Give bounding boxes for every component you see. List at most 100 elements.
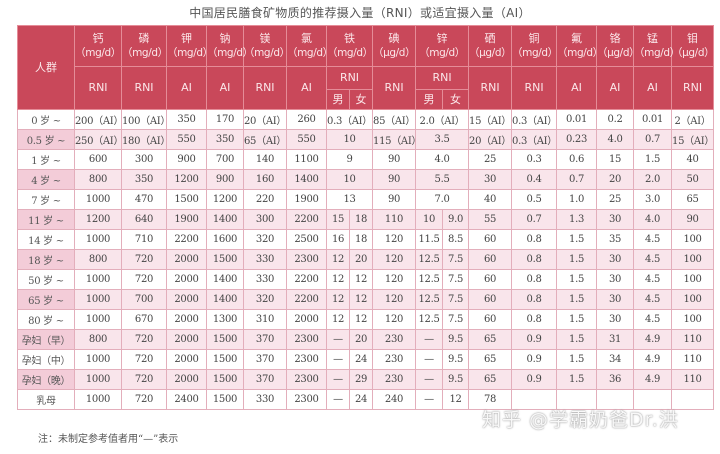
value-cell: 60 <box>468 269 513 290</box>
value-cell: 1.5 <box>556 269 598 290</box>
value-cell: 2500 <box>286 229 327 250</box>
value-cell: 1.5 <box>556 369 598 390</box>
value-cell: 90 <box>671 209 715 230</box>
value-cell: 1500 <box>206 389 244 410</box>
value-cell: 13 <box>325 189 374 210</box>
value-cell: 720 <box>121 269 167 290</box>
population-group: 18 岁 ~ <box>17 249 75 270</box>
value-cell: 100 <box>671 249 715 270</box>
value-cell: 670 <box>121 309 167 330</box>
value-cell: 200（AI） <box>74 109 123 130</box>
table-row: 4 岁 ~800 350 1200 900 160 1400 10 90 5.5 30 0.4 0.7… <box>17 169 715 190</box>
value-cell: 1.5 <box>633 149 673 170</box>
value-cell: — <box>415 369 444 390</box>
value-cell: 1200 <box>206 189 244 210</box>
value-cell: 9.5 <box>442 349 470 370</box>
value-cell: 800 <box>74 169 122 190</box>
nutrient-name: 锰 <box>647 32 659 45</box>
population-group: 65 岁 ~ <box>17 289 75 310</box>
value-cell: 700 <box>206 149 244 170</box>
table-row: 11 岁 ~1200 640 1900 1400 300 2200 15 18 110 10 9.0… <box>17 209 715 230</box>
intake-type: AI <box>596 66 635 110</box>
value-cell: 1900 <box>166 209 207 230</box>
value-cell: 7.0 <box>415 189 470 210</box>
value-cell: 110 <box>671 349 715 370</box>
intake-type: RNI <box>74 66 122 110</box>
value-cell: 0.4 <box>511 169 558 190</box>
value-cell: 330 <box>243 249 287 270</box>
value-cell: 100 <box>671 229 715 250</box>
value-cell: 1200 <box>74 209 122 230</box>
value-cell: 30 <box>596 249 635 270</box>
value-cell: 180（AI） <box>121 129 170 150</box>
value-cell: 0.23 <box>556 129 598 150</box>
value-cell: 0.8 <box>511 269 558 290</box>
nutrient-name: 钠 <box>219 32 231 45</box>
nutrient-name: 硒 <box>484 32 496 45</box>
column-header: 钾 （mg/d） <box>166 25 213 67</box>
population-group: 孕妇（中） <box>17 349 75 370</box>
value-cell: 700 <box>121 289 167 310</box>
value-cell: 1.0 <box>556 189 598 210</box>
nutrient-name: 碘 <box>388 32 400 45</box>
value-cell: 300 <box>121 149 167 170</box>
value-cell: 9.5 <box>442 329 470 350</box>
value-cell: 20 <box>348 329 374 350</box>
intake-type: RNI <box>372 66 417 110</box>
value-cell: 1200 <box>166 169 207 190</box>
value-cell: 550 <box>166 129 207 150</box>
value-cell: 65 <box>671 189 715 210</box>
value-cell: 3.5 <box>415 129 470 150</box>
value-cell: 900 <box>206 169 244 190</box>
value-cell: 120 <box>372 229 417 250</box>
value-cell: 2000 <box>166 289 207 310</box>
value-cell: 15（AI） <box>468 109 513 130</box>
value-cell: 25 <box>468 149 513 170</box>
value-cell: 1500 <box>166 189 207 210</box>
minerals-table: 人群 钙 （mg/d） 磷 （mg/d） 钾 （mg/d） 钠 （mg/d） 镁 （mg/d） 氯 （m… <box>17 25 715 410</box>
value-cell: 1400 <box>206 209 244 230</box>
intake-type: RNI <box>121 66 167 110</box>
intake-type: RNI <box>511 66 558 110</box>
population-group: 50 岁 ~ <box>17 269 75 290</box>
population-group: 0 岁 ~ <box>17 109 75 130</box>
value-cell: 720 <box>121 329 167 350</box>
value-cell: 120 <box>372 309 417 330</box>
value-cell: 640 <box>121 209 167 230</box>
table-row: 1 岁 ~600 300 900 700 140 1100 9 90 4.0 25 0.3 0.6 15… <box>17 149 715 170</box>
value-cell: 2400 <box>166 389 207 410</box>
population-group: 乳母 <box>17 389 75 410</box>
value-cell: 20 <box>348 249 374 270</box>
value-cell: 230 <box>372 349 417 370</box>
header-row-types: RNI RNI AI AI RNI AI RNI RNI RNI RNI RNI AI AI AI RNI <box>18 66 715 110</box>
value-cell: 12.5 <box>415 309 444 330</box>
population-group: 0.5 岁 ~ <box>17 129 75 150</box>
value-cell: 220 <box>243 189 287 210</box>
value-cell: 7.5 <box>442 269 470 290</box>
value-cell: 24 <box>348 349 374 370</box>
value-cell: 110 <box>372 209 417 230</box>
value-cell: 1600 <box>206 229 244 250</box>
value-cell: 2200 <box>166 229 207 250</box>
value-cell: 0.8 <box>511 229 558 250</box>
value-cell: 8.5 <box>442 229 470 250</box>
value-cell: 4.5 <box>633 309 673 330</box>
value-cell: 10 <box>325 169 374 190</box>
value-cell: 100 <box>671 309 715 330</box>
nutrient-unit: （mg/d） <box>512 47 558 59</box>
value-cell: 12 <box>348 289 374 310</box>
nutrient-unit: （mg/d） <box>634 47 680 59</box>
value-cell: 0.3（AI） <box>511 109 557 130</box>
value-cell: 370 <box>243 369 287 390</box>
value-cell: 100 <box>671 289 715 310</box>
value-cell: 7.5 <box>442 289 470 310</box>
nutrient-unit: （μg/d） <box>373 47 416 59</box>
value-cell: 0.8 <box>511 249 558 270</box>
table-body: 0 岁 ~200（AI） 100（AI） 350 170 20（AI） 260 0.3（AI… <box>17 109 715 410</box>
nutrient-unit: （mg/d） <box>207 47 253 59</box>
sex-header: 男 <box>326 89 350 110</box>
value-cell: 800 <box>74 329 122 350</box>
value-cell: 2300 <box>286 349 327 370</box>
value-cell: 30 <box>596 209 635 230</box>
nutrient-unit: （μg/d） <box>672 47 715 59</box>
